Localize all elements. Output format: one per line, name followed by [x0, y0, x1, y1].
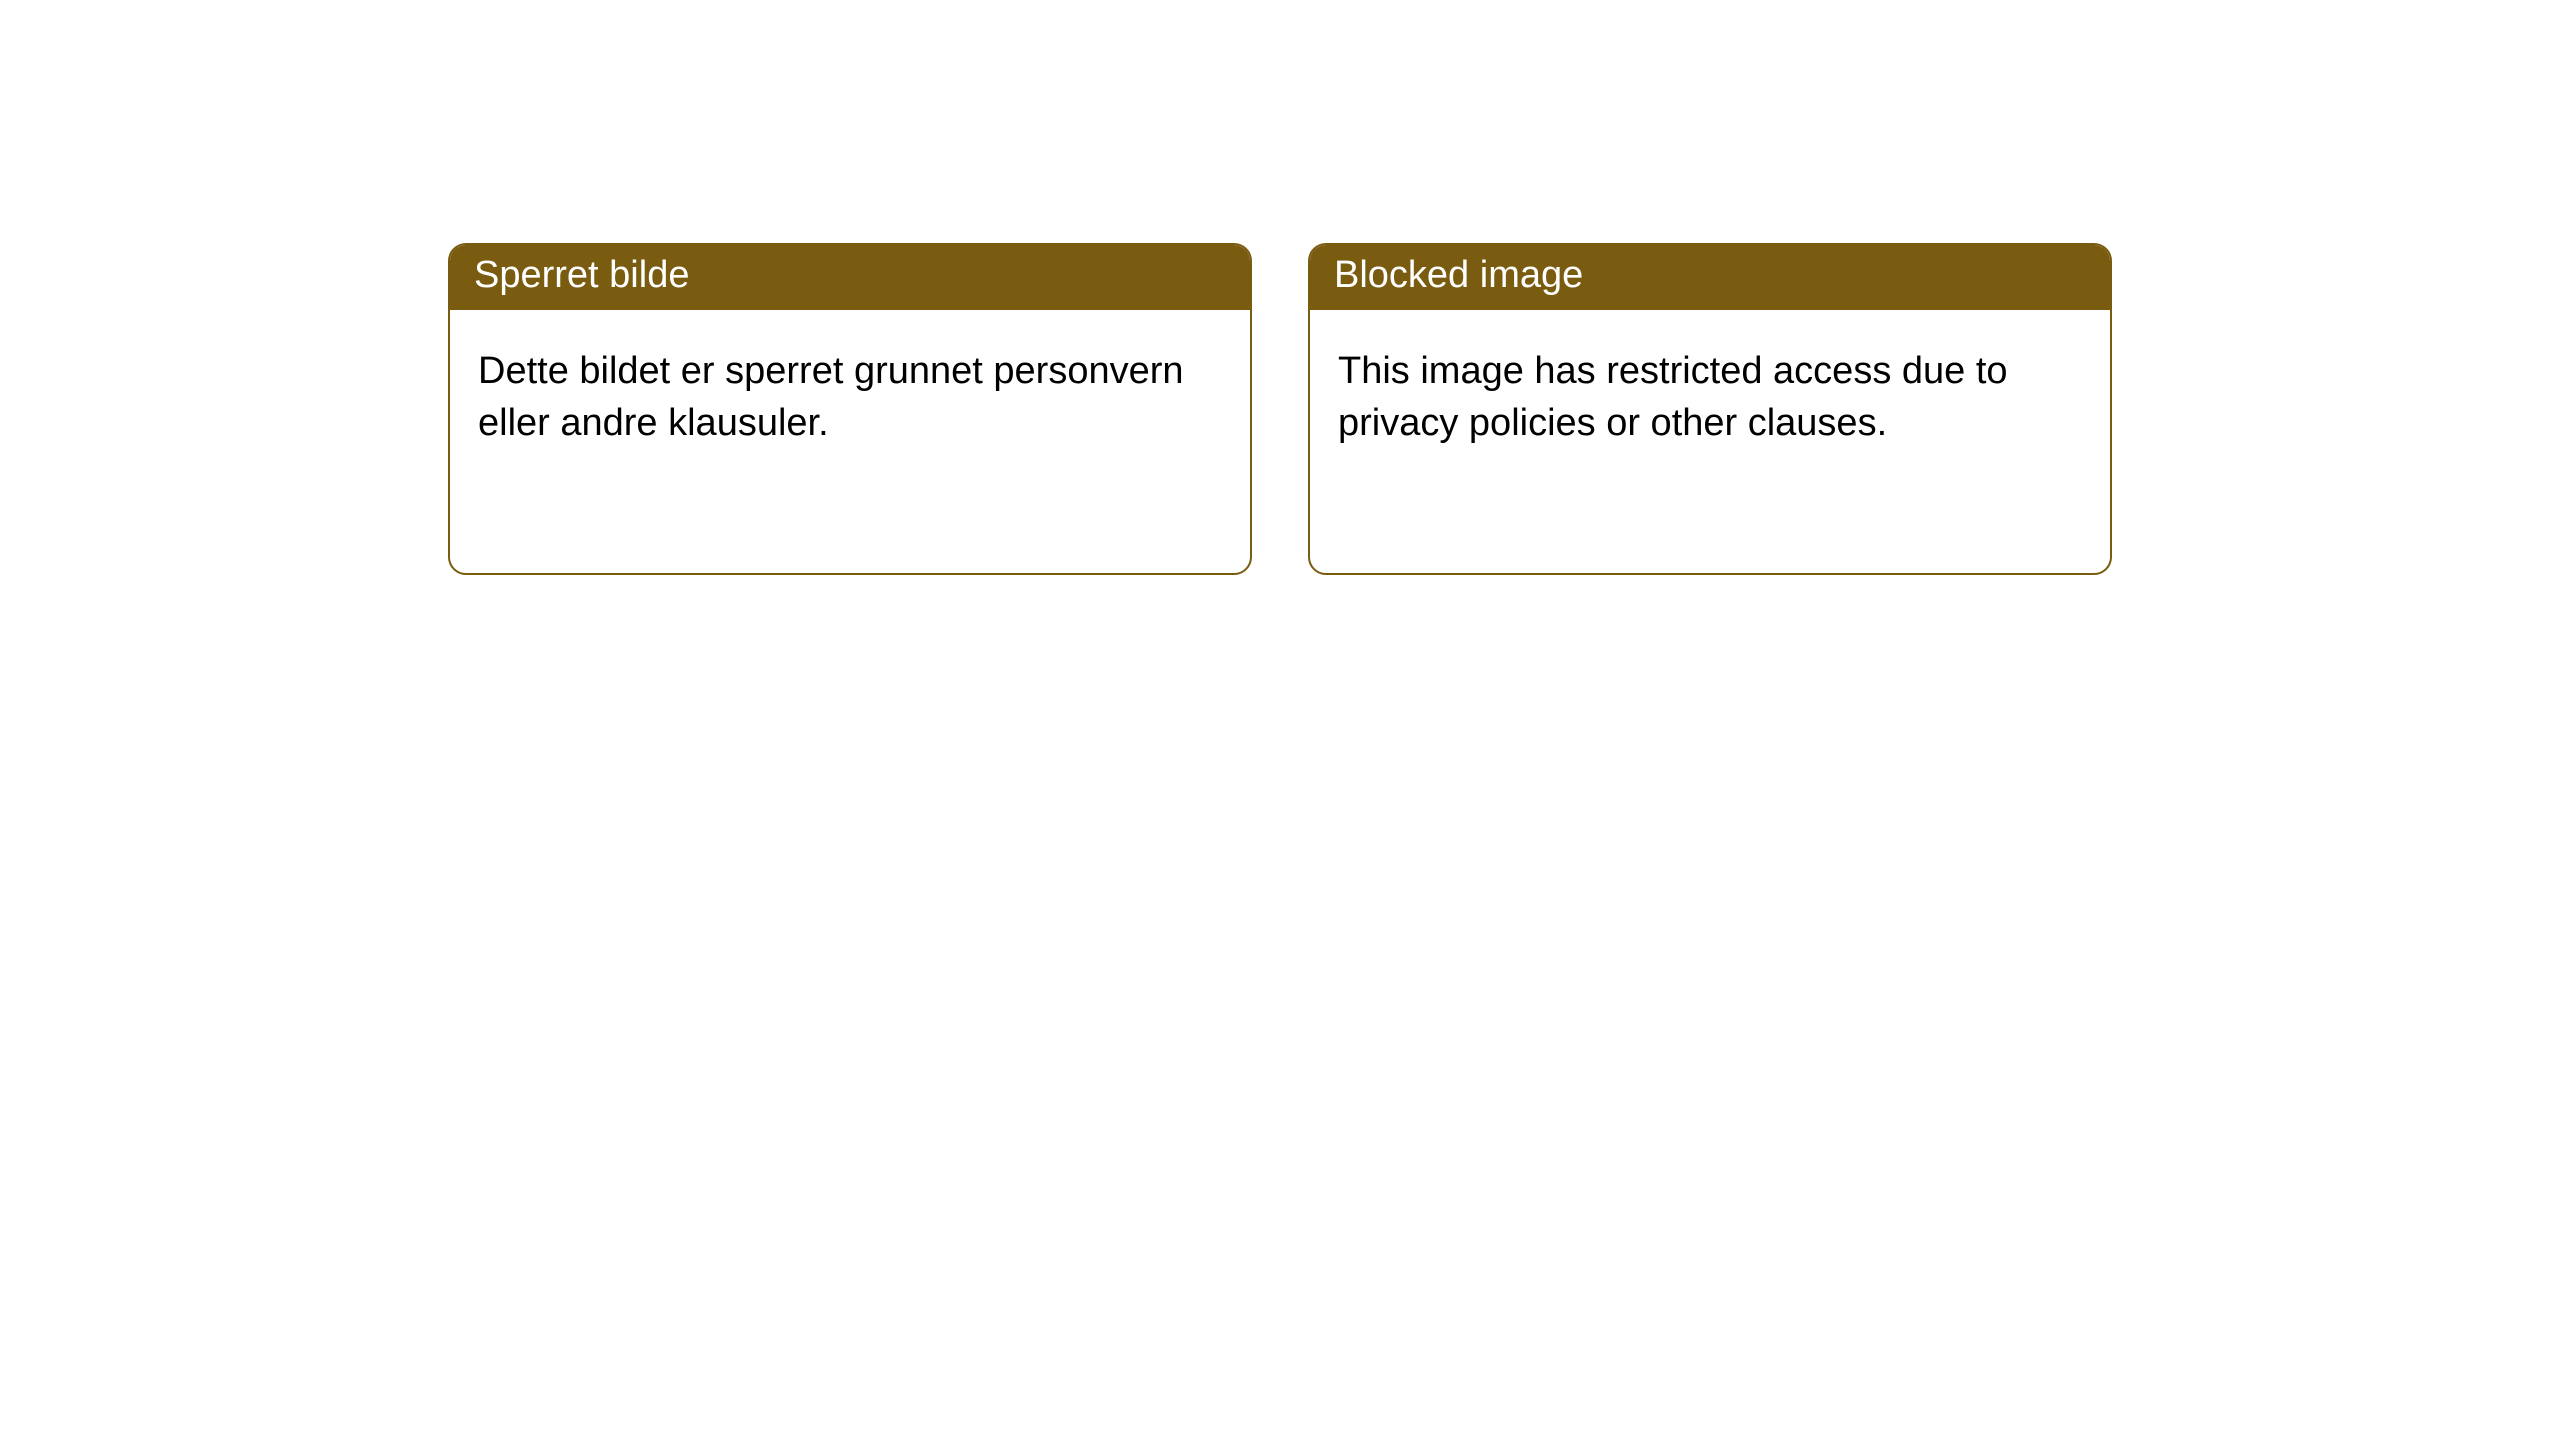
card-header: Blocked image	[1310, 245, 2110, 310]
card-header: Sperret bilde	[450, 245, 1250, 310]
blocked-image-card-norwegian: Sperret bilde Dette bildet er sperret gr…	[448, 243, 1252, 575]
cards-container: Sperret bilde Dette bildet er sperret gr…	[0, 0, 2560, 575]
card-body: This image has restricted access due to …	[1310, 310, 2110, 477]
card-body: Dette bildet er sperret grunnet personve…	[450, 310, 1250, 477]
blocked-image-card-english: Blocked image This image has restricted …	[1308, 243, 2112, 575]
